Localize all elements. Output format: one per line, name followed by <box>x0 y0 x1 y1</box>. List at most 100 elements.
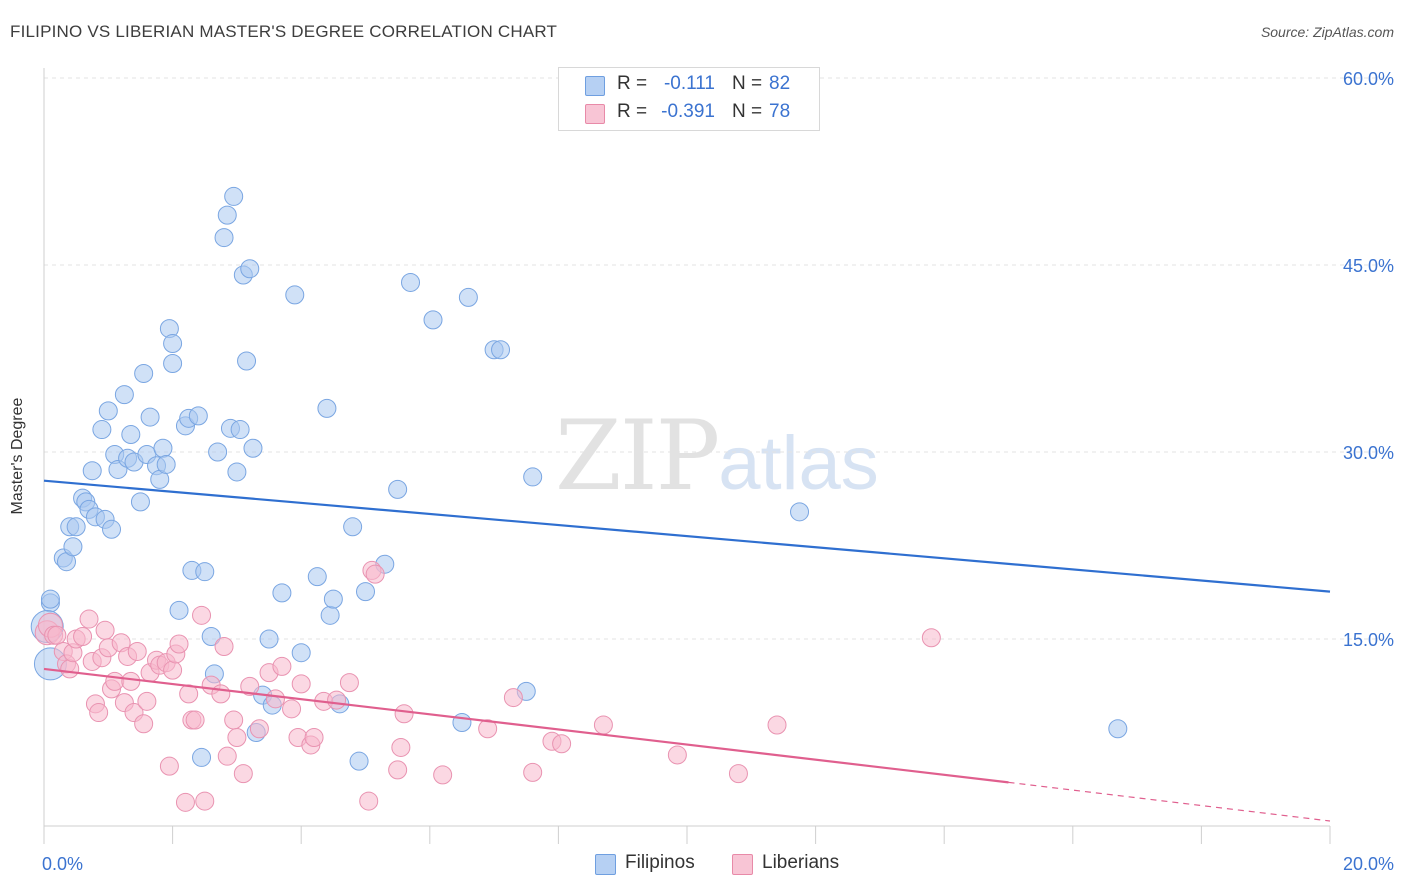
filipino-point <box>237 351 257 371</box>
filipino-point <box>227 462 247 482</box>
filipino-point <box>188 406 208 426</box>
filipino-point <box>163 334 183 354</box>
r-label: R = <box>617 73 648 94</box>
watermark: ZIPatlas <box>555 400 879 512</box>
liberians-swatch <box>585 104 605 124</box>
liberian-point <box>163 660 183 680</box>
liberian-point <box>60 659 80 679</box>
liberian-point <box>121 671 141 691</box>
y-tick-label: 45.0% <box>1343 256 1394 276</box>
filipino-point <box>1108 719 1128 739</box>
filipino-point <box>208 442 228 462</box>
filipino-point <box>323 589 343 609</box>
liberian-point <box>211 684 231 704</box>
chart-title: FILIPINO VS LIBERIAN MASTER'S DEGREE COR… <box>10 22 558 41</box>
liberian-point <box>224 710 244 730</box>
liberian-point <box>105 671 125 691</box>
filipino-point <box>63 537 83 557</box>
y-axis-label: Master's Degree <box>9 397 26 515</box>
liberian-point <box>233 764 253 784</box>
liberian-point <box>291 674 311 694</box>
liberian-point <box>433 765 453 785</box>
r-value: -0.391 <box>661 101 715 122</box>
filipino-point <box>121 425 141 445</box>
filipinos-swatch <box>585 76 605 96</box>
liberian-point <box>249 719 269 739</box>
liberian-point <box>265 689 285 709</box>
liberian-point <box>339 673 359 693</box>
filipino-point <box>130 492 150 512</box>
liberian-point <box>365 564 385 584</box>
filipino-point <box>163 353 183 373</box>
filipino-point <box>458 287 478 307</box>
correlation-box: R = -0.111 N = 82 R = -0.391 N = 78 <box>558 67 820 131</box>
liberian-point <box>47 625 67 645</box>
filipino-point <box>423 310 443 330</box>
y-tick-label: 30.0% <box>1343 443 1394 463</box>
filipino-point <box>285 285 305 305</box>
liberian-point <box>388 760 408 780</box>
liberian-point <box>89 703 109 723</box>
filipino-point <box>153 438 173 458</box>
liberian-point <box>552 734 572 754</box>
filipino-point <box>343 517 363 537</box>
filipino-point <box>140 407 160 427</box>
filipino-point <box>134 363 154 383</box>
liberians-trend-extension <box>1008 781 1331 822</box>
filipino-point <box>102 519 122 539</box>
legend-label: Liberians <box>762 852 840 873</box>
liberian-point <box>134 714 154 734</box>
liberians-trend-line <box>43 667 1009 784</box>
filipino-point <box>272 583 292 603</box>
filipino-point <box>240 259 260 279</box>
filipino-point <box>201 627 221 647</box>
filipino-point <box>307 567 327 587</box>
filipino-point <box>243 438 263 458</box>
legend: Filipinos Liberians <box>0 852 1406 878</box>
liberian-point <box>159 756 179 776</box>
liberians-swatch <box>732 854 753 875</box>
source-label: Source: ZipAtlas.com <box>1260 24 1394 40</box>
n-label: N = <box>732 73 763 94</box>
liberian-point <box>767 715 787 735</box>
filipino-point <box>230 420 250 440</box>
filipino-point <box>790 502 810 522</box>
filipino-point <box>40 589 60 609</box>
liberian-point <box>169 634 189 654</box>
x-tick-label: 20.0% <box>1343 854 1394 874</box>
filipino-point <box>356 582 375 602</box>
liberian-point <box>921 628 941 648</box>
filipino-point <box>320 605 340 625</box>
liberian-point <box>327 690 347 710</box>
watermark-zip: ZIP <box>555 400 720 512</box>
liberian-point <box>503 688 523 708</box>
filipino-point <box>217 205 237 225</box>
filipino-point <box>156 454 176 474</box>
liberian-point <box>73 627 93 647</box>
liberian-point <box>227 727 247 747</box>
y-tick-label: 60.0% <box>1343 69 1394 89</box>
filipino-point <box>291 643 311 663</box>
filipino-point <box>195 562 215 582</box>
filipino-point <box>169 600 189 620</box>
liberian-point <box>79 609 99 629</box>
r-value: -0.111 <box>663 73 715 94</box>
filipino-point <box>192 747 212 767</box>
liberian-point <box>175 792 195 812</box>
liberian-point <box>391 737 411 757</box>
liberian-point <box>304 727 324 747</box>
filipino-point <box>317 398 337 418</box>
liberian-point <box>217 746 237 766</box>
n-value: 78 <box>769 101 791 122</box>
liberian-point <box>523 762 543 782</box>
filipino-point <box>92 420 112 440</box>
filipino-point <box>452 713 472 733</box>
filipino-point <box>114 385 134 405</box>
watermark-atlas: atlas <box>718 421 879 506</box>
liberian-point <box>214 636 234 656</box>
liberian-point <box>127 641 147 661</box>
correlation-row-liberians: R = -0.391 N = 78 <box>559 99 819 127</box>
filipinos-swatch <box>595 854 616 875</box>
liberian-point <box>240 676 260 696</box>
n-value: 82 <box>769 73 791 94</box>
